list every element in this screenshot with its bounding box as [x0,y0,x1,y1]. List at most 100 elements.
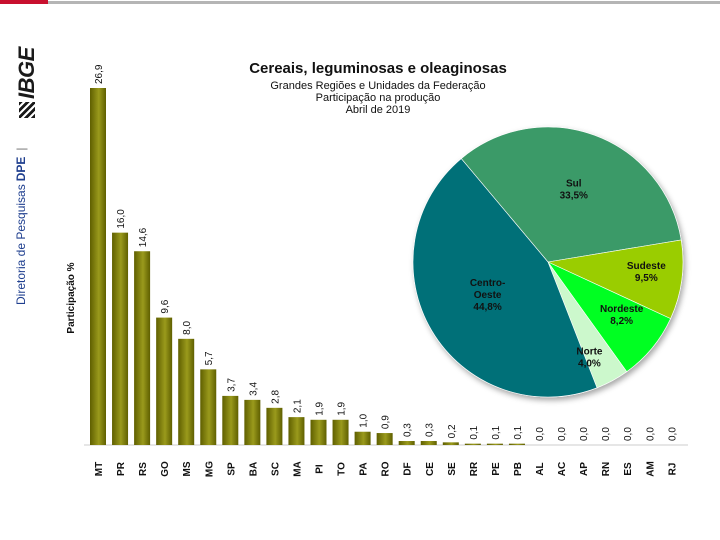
category-tick-label: SC [270,462,281,476]
bar-PA [354,431,371,445]
category-tick-label: PE [491,462,502,476]
bar-value-label: 0,1 [513,425,524,439]
bar-value-label: 2,8 [270,390,281,404]
category-tick-label: PR [116,461,127,476]
category-tick-label: RJ [667,463,678,476]
bar-value-label: 16,0 [116,209,127,229]
bar-value-label: 0,0 [557,427,568,441]
bar-value-label: 0,3 [403,423,414,437]
category-tick-label: PB [513,462,524,476]
pie-subtitle: Grandes Regiões e Unidades da FederaçãoP… [270,80,485,116]
category-tick-label: MG [204,461,215,477]
bar-chart: 26,9 MT 16,0 PR 14,6 RS 9,6 GO 8,0 MS 5,7 MG 3,7 SP 3,… [84,64,688,477]
bar-value-label: 0,3 [425,423,436,437]
bar-value-label: 3,4 [248,382,259,396]
bar-PB [508,443,525,445]
bar-RO [376,433,393,445]
bar-value-label: 26,9 [94,64,105,84]
pie-slices [412,126,684,398]
pie-slice-value: 44,8% [473,302,501,313]
category-tick-label: AL [535,462,546,475]
bar-value-label: 1,9 [315,401,326,415]
category-tick-label: MT [94,462,105,476]
bar-value-label: 14,6 [138,227,149,247]
pie-slice-sudeste [546,239,684,320]
pie-slice-name: Oeste [474,290,502,301]
bar-value-label: 0,1 [491,425,502,439]
bar-value-label: 2,1 [292,399,303,413]
pie-slice-name: Sudeste [627,261,666,272]
bar-SC [266,407,283,445]
bar-value-label: 8,0 [182,320,193,334]
category-tick-label: RS [138,462,149,476]
pie-subtitle-line: Participação na produção [316,92,441,104]
pie-slice-name: Norte [576,346,603,357]
pie-slice-value: 4,0% [578,358,601,369]
category-tick-label: RO [381,461,392,476]
bar-SP [222,395,239,445]
category-tick-label: CE [425,462,436,476]
pie-slice-centro-oeste [412,158,598,398]
bar-DF [398,441,415,445]
bar-value-label: 0,9 [381,415,392,429]
bar-value-label: 0,1 [469,425,480,439]
category-tick-label: PI [315,464,326,474]
category-tick-label: TO [337,462,348,476]
bar-value-label: 0,0 [601,427,612,441]
pie-slice-value: 33,5% [560,190,588,201]
bar-SE [442,442,459,445]
category-tick-label: AC [557,462,568,476]
y-axis-label: Participação % [66,262,77,333]
pie-slice-name: Sul [566,178,582,189]
bar-value-label: 3,7 [226,378,237,392]
category-tick-label: MS [182,461,193,476]
category-tick-label: SP [226,462,237,476]
bar-PE [486,443,503,445]
header-rule [48,1,720,4]
category-tick-label: SE [447,462,458,476]
bar-value-label: 0,0 [667,427,678,441]
bar-GO [156,317,173,445]
bar-MA [288,417,305,445]
bar-MT [90,88,106,445]
bar-value-label: 0,0 [645,427,656,441]
bar-value-label: 0,2 [447,424,458,438]
bar-PI [310,419,327,445]
category-tick-label: DF [403,462,414,475]
pie-slice-name: Nordeste [600,304,644,315]
category-tick-label: RN [601,462,612,476]
category-tick-label: PA [359,462,370,475]
bar-CE [420,441,437,445]
pie-slice-sul [460,126,682,263]
category-tick-label: GO [160,461,171,477]
bar-PR [112,232,129,445]
bar-value-label: 9,6 [160,299,171,313]
bar-value-label: 1,9 [337,401,348,415]
category-tick-label: AM [645,461,656,477]
bar-value-label: 1,0 [359,413,370,427]
bar-value-label: 0,0 [579,427,590,441]
pie-title: Cereais, leguminosas e oleaginosas [249,60,507,77]
pie-slice-value: 9,5% [635,273,658,284]
pie-subtitle-line: Grandes Regiões e Unidades da Federação [270,80,485,92]
bar-BA [244,399,261,445]
pie-slice-value: 8,2% [610,316,633,327]
category-tick-label: BA [248,462,259,476]
bar-RR [464,443,481,445]
pie-subtitle-line: Abril de 2019 [346,104,411,116]
bar-value-label: 0,0 [535,427,546,441]
category-tick-label: MA [292,461,303,477]
bar-RS [134,251,151,445]
bar-MG [200,369,217,445]
bar-value-label: 0,0 [623,427,634,441]
category-tick-label: AP [579,462,590,476]
bar-TO [332,419,349,445]
bar-MS [178,338,195,445]
category-tick-label: ES [623,462,634,476]
header-accent-bar [0,0,48,4]
bar-value-label: 5,7 [204,351,215,365]
pie-slice-name: Centro- [470,278,506,289]
category-tick-label: RR [469,461,480,476]
